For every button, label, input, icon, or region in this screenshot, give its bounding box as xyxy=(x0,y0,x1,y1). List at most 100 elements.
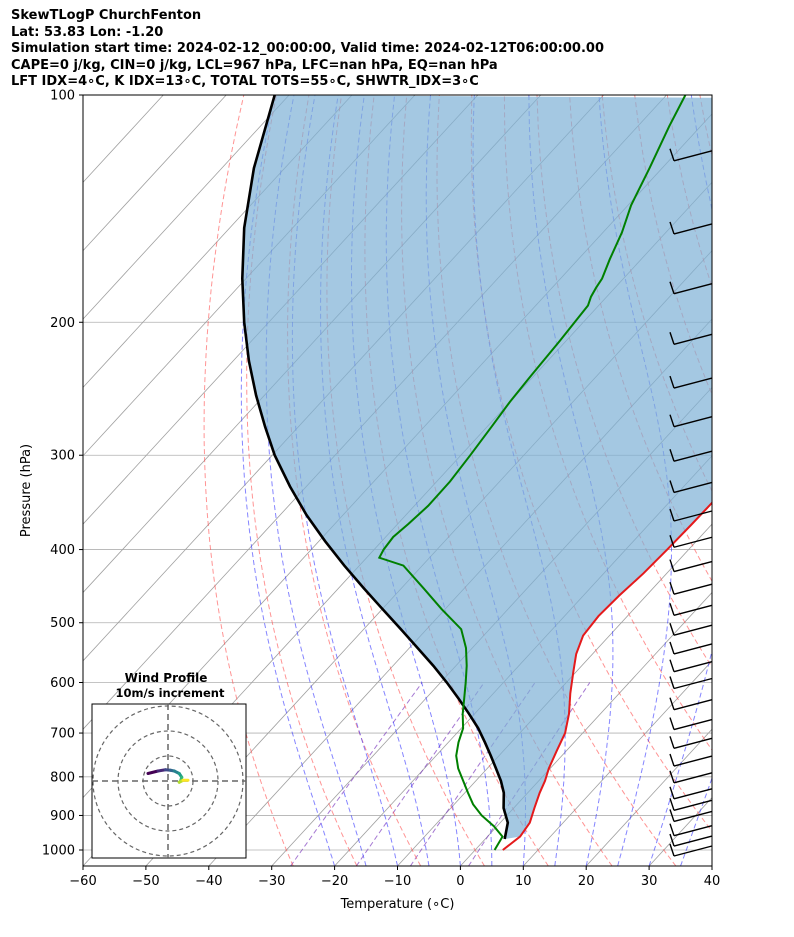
barb-shaft xyxy=(673,643,713,655)
barb-shaft xyxy=(673,583,713,595)
barb-flag xyxy=(669,697,675,710)
barb-flag xyxy=(669,770,675,784)
barb-flag xyxy=(669,676,675,689)
wind-barb xyxy=(669,375,713,389)
barb-shaft xyxy=(673,416,713,428)
barb-flag xyxy=(669,843,675,857)
x-tick-label: 20 xyxy=(578,874,595,889)
wind-barb xyxy=(669,480,713,494)
y-tick-label: 1000 xyxy=(42,844,75,859)
barb-shaft xyxy=(673,333,713,345)
y-tick-label: 900 xyxy=(50,809,75,824)
wind-barb xyxy=(669,736,713,749)
y-tick-label: 800 xyxy=(50,770,75,785)
dry-adiabat xyxy=(699,95,712,159)
dewpoint-profile-line xyxy=(377,95,687,851)
wind-barb xyxy=(669,414,713,428)
barb-flag xyxy=(669,798,675,811)
isotherm-line xyxy=(523,660,712,866)
barb-shaft xyxy=(673,677,713,690)
barb-shaft xyxy=(673,661,713,673)
barb-flag xyxy=(669,559,675,572)
barb-shaft xyxy=(673,283,713,295)
x-tick-label: −10 xyxy=(384,874,411,889)
barb-shaft xyxy=(673,450,713,462)
wind-barbs xyxy=(669,148,713,857)
parcel-profile-line xyxy=(240,95,510,840)
barb-shaft xyxy=(673,737,713,749)
wind-profile-inset: Wind Profile 10m/s increment xyxy=(91,671,247,859)
mixing-ratio-lines xyxy=(290,682,591,866)
isotherm-line xyxy=(711,865,712,866)
wind-barb xyxy=(669,659,713,673)
x-tick-label: 40 xyxy=(704,874,721,889)
isotherm-line xyxy=(83,95,290,320)
barb-flag xyxy=(669,281,675,294)
barb-flag xyxy=(669,641,675,655)
wind-barb xyxy=(669,843,713,857)
barb-shaft xyxy=(673,481,713,494)
wind-barb xyxy=(669,535,713,548)
isotherm-line xyxy=(460,591,712,866)
wind-barb xyxy=(669,753,713,767)
moist-adiabat xyxy=(648,95,712,866)
inset-title: Wind Profile xyxy=(125,671,208,685)
isotherm-line xyxy=(83,95,353,389)
x-tick-label: 10 xyxy=(515,874,532,889)
axes: −60 −50 −40 −30 −20 −10 0 10 20 30 40 100 200 300 400 5… xyxy=(19,89,720,913)
barb-shaft xyxy=(673,560,713,573)
wind-barb xyxy=(669,641,713,655)
barb-flag xyxy=(669,786,675,800)
barb-flag xyxy=(669,833,675,847)
barb-flag xyxy=(669,823,675,836)
station-coordinates: Lat: 53.83 Lon: -1.20 xyxy=(11,24,164,40)
wind-barb xyxy=(669,221,713,235)
barb-flag xyxy=(669,332,675,345)
wind-barb xyxy=(669,622,713,636)
inset-frame xyxy=(91,703,247,859)
isotherm-line xyxy=(585,728,712,866)
barb-flag xyxy=(669,603,675,616)
x-tick-label: 0 xyxy=(456,874,464,889)
wind-barb xyxy=(669,809,713,823)
barb-shaft xyxy=(673,845,713,857)
barb-shaft xyxy=(673,810,713,823)
barb-flag xyxy=(669,508,675,522)
barb-shaft xyxy=(673,772,713,784)
barb-shaft xyxy=(673,510,713,522)
y-tick-label: 500 xyxy=(50,616,75,631)
barb-flag xyxy=(669,753,675,767)
wind-barb xyxy=(669,833,713,847)
barb-shaft xyxy=(673,755,713,767)
barb-flag xyxy=(669,535,675,548)
wind-barb xyxy=(669,717,713,731)
mixing-ratio-line xyxy=(290,682,423,866)
dry-adiabat xyxy=(765,95,794,866)
wind-barb xyxy=(669,798,713,812)
inset-subtitle: 10m/s increment xyxy=(116,686,225,700)
barb-shaft xyxy=(673,624,713,636)
y-tick-label: 600 xyxy=(50,676,75,691)
barb-shaft xyxy=(673,604,713,617)
hodograph-segment xyxy=(146,769,160,775)
barb-shaft xyxy=(673,698,713,711)
x-tick-label: −60 xyxy=(69,874,96,889)
temperature-profile-line xyxy=(502,501,712,851)
y-tick-label: 200 xyxy=(50,316,75,331)
x-tick-label: −50 xyxy=(132,874,159,889)
dry-adiabat xyxy=(246,95,358,866)
barb-flag xyxy=(669,622,675,636)
chart-header: SkewTLogP ChurchFenton Lat: 53.83 Lon: -… xyxy=(11,8,791,91)
stability-parameters: CAPE=0 j/kg, CIN=0 j/kg, LCL=967 hPa, LF… xyxy=(11,57,498,73)
barb-flag xyxy=(669,717,675,730)
wind-barb xyxy=(669,697,713,711)
barb-shaft xyxy=(673,825,713,837)
barb-flag xyxy=(669,480,675,493)
barb-flag xyxy=(669,736,675,749)
barb-flag xyxy=(669,809,675,822)
wind-barb xyxy=(669,148,713,162)
y-tick-label: 400 xyxy=(50,543,75,558)
wind-barb xyxy=(669,449,713,462)
barb-shaft xyxy=(673,223,713,235)
